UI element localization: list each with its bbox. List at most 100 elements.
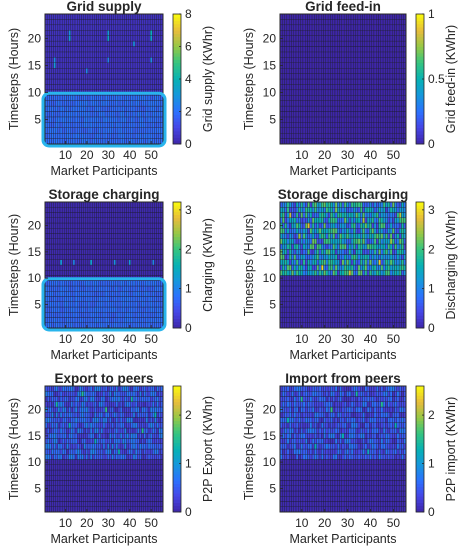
heatmap-cell xyxy=(350,127,354,134)
heatmap-cell xyxy=(100,73,104,80)
heatmap-cell xyxy=(332,317,336,323)
heatmap-cell xyxy=(288,228,292,234)
heatmap-cell xyxy=(149,312,153,318)
heatmap-cell xyxy=(305,312,308,318)
heatmap-cell xyxy=(77,317,80,323)
heatmap-cell xyxy=(288,100,292,107)
heatmap-cell xyxy=(332,122,336,128)
y-tick-label: 20 xyxy=(263,31,277,45)
heatmap-cell xyxy=(323,233,326,239)
heatmap-cell xyxy=(79,201,82,208)
heatmap-cell xyxy=(158,67,162,74)
heatmap-cell xyxy=(332,89,336,96)
heatmap-cell xyxy=(72,127,76,134)
heatmap-cell xyxy=(79,207,82,213)
heatmap-cell xyxy=(119,259,123,266)
heatmap-cell xyxy=(330,228,333,234)
heatmap-cell xyxy=(311,228,315,234)
heatmap-cell xyxy=(66,233,69,239)
heatmap-cell xyxy=(332,207,336,213)
heatmap-cell xyxy=(369,116,372,123)
heatmap-cell xyxy=(83,201,86,208)
heatmap-cell xyxy=(98,84,101,91)
heatmap-cell xyxy=(85,312,89,318)
heatmap-cell xyxy=(111,243,114,250)
heatmap-cell xyxy=(143,105,147,112)
heatmap-cell xyxy=(98,207,101,213)
heatmap-cell xyxy=(57,301,61,308)
heatmap-cell xyxy=(316,19,320,26)
heatmap-cell xyxy=(53,228,56,234)
heatmap-cell xyxy=(311,78,315,85)
heatmap-cell xyxy=(339,111,343,118)
heatmap-cell xyxy=(64,100,67,107)
heatmap-cell xyxy=(311,301,315,308)
heatmap-cell xyxy=(300,275,304,281)
heatmap-cell xyxy=(102,296,106,302)
heatmap-cell xyxy=(139,51,142,58)
heatmap-cell xyxy=(302,275,306,281)
heatmap-cell xyxy=(113,105,116,112)
heatmap-cell xyxy=(113,285,116,292)
heatmap-cell xyxy=(339,67,343,74)
heatmap-cell xyxy=(295,100,299,107)
heatmap-cell xyxy=(302,89,306,96)
heatmap-cell xyxy=(122,57,125,63)
heatmap-cell xyxy=(360,51,363,58)
heatmap-cell xyxy=(137,122,140,128)
heatmap-cell xyxy=(311,46,315,53)
heatmap-cell xyxy=(94,217,97,224)
heatmap-cell xyxy=(158,243,162,250)
heatmap-cell xyxy=(102,46,106,53)
colorbar-segment xyxy=(173,302,181,307)
x-tick-label: 20 xyxy=(80,332,94,346)
heatmap-cell xyxy=(348,62,352,69)
heatmap-cell xyxy=(337,254,340,260)
heatmap-cell xyxy=(117,212,121,218)
heatmap-cell xyxy=(96,116,99,123)
heatmap-cell xyxy=(323,84,326,91)
heatmap-cell xyxy=(51,280,54,287)
heatmap-cell xyxy=(339,40,343,47)
heatmap-cell xyxy=(298,111,301,118)
colorbar-segment xyxy=(416,111,424,116)
heatmap-cell xyxy=(111,312,114,318)
heatmap-cell xyxy=(109,291,112,297)
heatmap-cell xyxy=(149,264,153,271)
heatmap-cell xyxy=(61,116,65,123)
heatmap-cell xyxy=(156,122,159,128)
heatmap-cell xyxy=(77,57,80,63)
heatmap-cell xyxy=(66,259,69,266)
heatmap-cell xyxy=(396,19,400,26)
heatmap-cell xyxy=(96,291,99,297)
heatmap-cell xyxy=(284,322,288,329)
heatmap-cell xyxy=(64,264,67,271)
heatmap-cell xyxy=(147,312,151,318)
heatmap-cell xyxy=(366,19,370,26)
heatmap-cell xyxy=(302,122,306,128)
heatmap-cell xyxy=(325,285,329,292)
heatmap-cell xyxy=(59,296,63,302)
heatmap-cell xyxy=(119,280,123,287)
heatmap-cell xyxy=(307,212,310,218)
heatmap-cell xyxy=(382,24,386,31)
heatmap-cell xyxy=(92,264,95,271)
heatmap-cell xyxy=(57,201,61,208)
heatmap-cell xyxy=(293,78,297,85)
y-axis-label: Timesteps (Hours) xyxy=(7,214,21,316)
heatmap-cell xyxy=(325,84,329,91)
heatmap-cell xyxy=(309,67,313,74)
heatmap-cell xyxy=(398,46,402,53)
heatmap-cell xyxy=(143,306,147,313)
heatmap-cell xyxy=(286,301,290,308)
heatmap-cell xyxy=(147,238,151,245)
heatmap-cell xyxy=(122,296,125,302)
heatmap-cell xyxy=(339,249,343,255)
heatmap-cell xyxy=(311,13,315,20)
heatmap-cell xyxy=(77,111,80,118)
heatmap-cell xyxy=(87,280,91,287)
heatmap-cell xyxy=(348,40,352,47)
heatmap-cell xyxy=(130,201,134,208)
heatmap-cell xyxy=(130,296,134,302)
heatmap-cell xyxy=(51,270,54,276)
